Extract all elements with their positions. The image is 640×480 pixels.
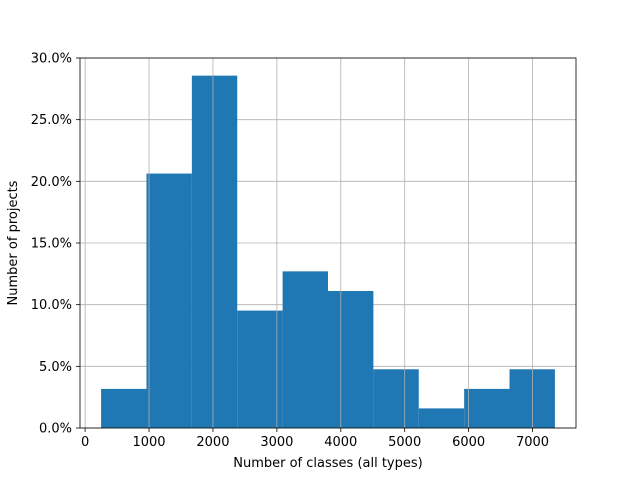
x-tick-label: 0 (81, 435, 89, 450)
x-tick-label: 6000 (452, 435, 485, 450)
y-tick-label: 15.0% (31, 237, 72, 252)
x-tick-label: 2000 (196, 435, 229, 450)
x-axis-label: Number of classes (all types) (233, 456, 422, 471)
x-tick-label: 4000 (324, 435, 357, 450)
histogram-bar (328, 290, 374, 428)
histogram-bar (418, 408, 465, 428)
histogram-bar (282, 271, 328, 428)
y-tick-label: 30.0% (31, 52, 72, 67)
y-tick-label: 0.0% (39, 422, 72, 437)
histogram-bars (101, 75, 555, 429)
x-tick-label: 5000 (388, 435, 421, 450)
y-tick-label: 20.0% (31, 175, 72, 190)
y-tick-label: 5.0% (39, 360, 72, 375)
y-axis-label: Number of projects (6, 180, 21, 305)
x-axis-ticks: 0 1000 2000 3000 4000 5000 6000 7000 (81, 428, 549, 450)
histogram-bar (101, 388, 147, 428)
histogram-bar (191, 75, 238, 429)
y-axis-ticks: 0.0% 5.0% 10.0% 15.0% 20.0% 25.0% 30.0% (31, 52, 80, 437)
y-tick-label: 10.0% (31, 298, 72, 313)
y-tick-label: 25.0% (31, 113, 72, 128)
histogram-bar (373, 369, 419, 428)
histogram-bar (146, 173, 192, 428)
x-tick-label: 3000 (260, 435, 293, 450)
histogram-bar (237, 310, 283, 428)
x-tick-label: 7000 (516, 435, 549, 450)
x-tick-label: 1000 (132, 435, 165, 450)
vertical-grid-lines (84, 58, 533, 428)
histogram-bar (464, 388, 510, 428)
